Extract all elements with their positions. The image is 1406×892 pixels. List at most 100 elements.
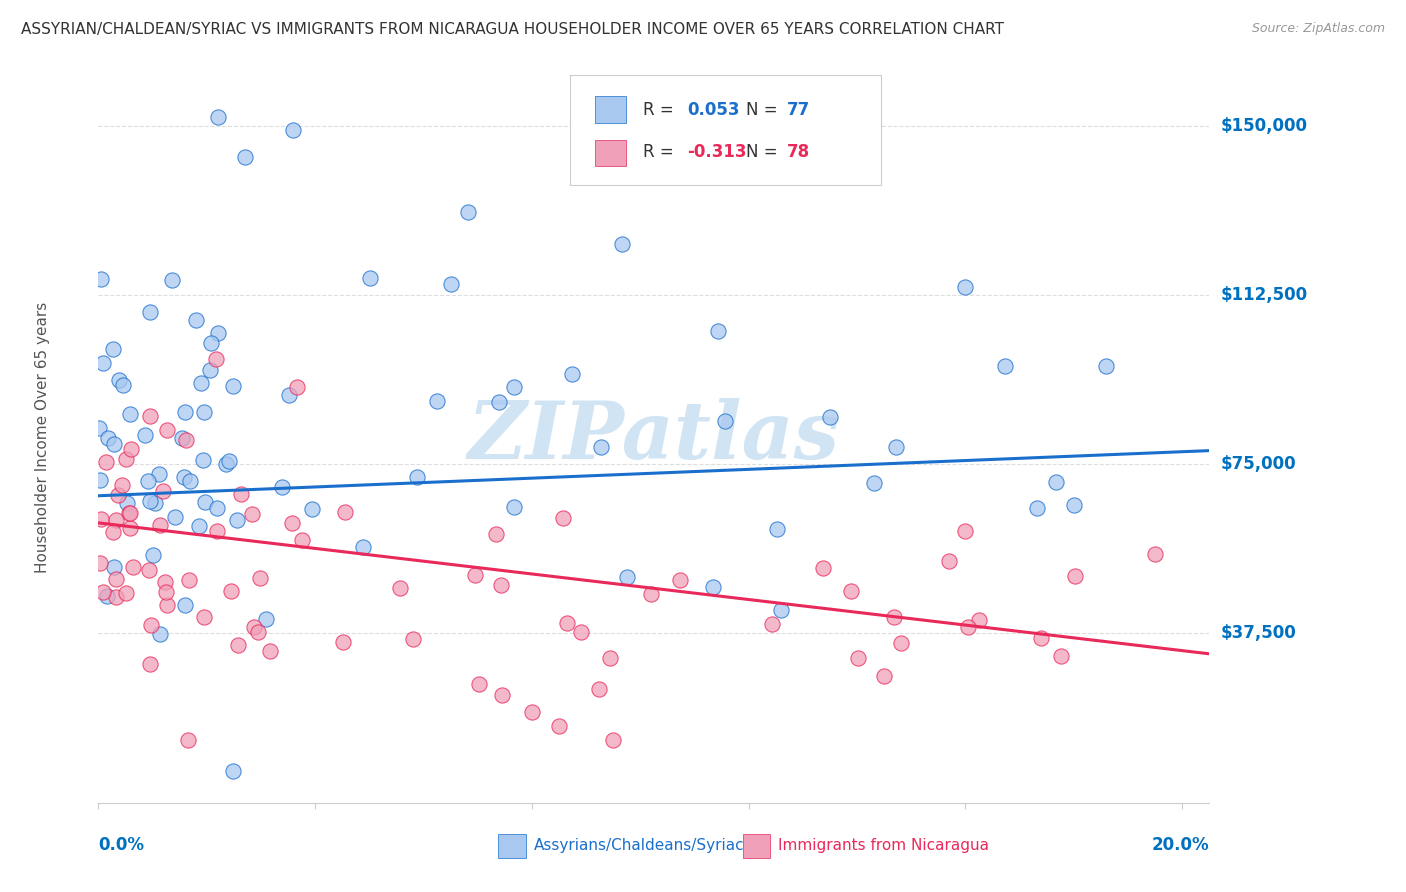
Point <box>249 571 271 585</box>
Point <box>969 613 991 627</box>
Point <box>155 585 177 599</box>
Point <box>174 405 197 419</box>
Point <box>467 677 489 691</box>
Point <box>994 359 1017 373</box>
Point <box>207 110 229 124</box>
Point <box>115 451 138 466</box>
Point <box>883 610 905 624</box>
Point <box>138 562 160 576</box>
Point <box>820 410 842 425</box>
Point <box>90 512 112 526</box>
Point <box>139 409 162 423</box>
Point <box>120 442 142 457</box>
Text: ASSYRIAN/CHALDEAN/SYRIAC VS IMMIGRANTS FROM NICARAGUA HOUSEHOLDER INCOME OVER 65: ASSYRIAN/CHALDEAN/SYRIAC VS IMMIGRANTS F… <box>21 22 1004 37</box>
Point <box>173 598 195 612</box>
Point <box>873 669 896 683</box>
Point <box>938 553 960 567</box>
Point <box>561 367 583 381</box>
Point <box>89 473 111 487</box>
Text: 0.053: 0.053 <box>688 101 740 120</box>
Point <box>761 616 783 631</box>
Point <box>247 624 270 639</box>
Point <box>103 437 125 451</box>
Point <box>173 470 195 484</box>
Point <box>301 501 323 516</box>
Point <box>439 277 461 291</box>
Point <box>406 470 429 484</box>
Text: $112,500: $112,500 <box>1220 285 1308 304</box>
FancyBboxPatch shape <box>595 96 626 122</box>
Point <box>153 574 176 589</box>
Text: Assyrians/Chaldeans/Syriacs: Assyrians/Chaldeans/Syriacs <box>534 838 752 853</box>
Point <box>149 518 172 533</box>
Point <box>401 632 423 646</box>
Point <box>114 586 136 600</box>
Point <box>138 474 160 488</box>
Point <box>588 682 610 697</box>
Point <box>104 590 127 604</box>
Text: 20.0%: 20.0% <box>1152 837 1209 855</box>
Text: R =: R = <box>643 101 679 120</box>
Point <box>553 510 575 524</box>
Point <box>139 657 162 671</box>
Text: -0.313: -0.313 <box>688 143 747 161</box>
Point <box>143 496 166 510</box>
Point <box>152 484 174 499</box>
Point <box>1029 631 1052 645</box>
Point <box>91 585 114 599</box>
Text: $75,000: $75,000 <box>1220 455 1296 473</box>
Point <box>335 505 357 519</box>
Point <box>107 373 129 387</box>
Point <box>953 279 976 293</box>
Point <box>503 380 526 394</box>
Point <box>174 433 197 447</box>
Point <box>120 407 142 421</box>
Point <box>1049 649 1071 664</box>
Point <box>121 560 143 574</box>
Point <box>134 428 156 442</box>
Point <box>243 619 266 633</box>
Text: 0.0%: 0.0% <box>98 837 145 855</box>
Point <box>713 414 735 428</box>
Text: $37,500: $37,500 <box>1220 624 1296 642</box>
Point <box>283 123 305 137</box>
Point <box>281 516 304 531</box>
Point <box>191 452 214 467</box>
Point <box>97 431 120 445</box>
Point <box>228 638 250 652</box>
Point <box>138 494 160 508</box>
Point <box>589 440 612 454</box>
Point <box>103 559 125 574</box>
Point <box>548 719 571 733</box>
Point <box>222 764 245 778</box>
Point <box>205 524 228 538</box>
Point <box>193 610 215 624</box>
Point <box>1143 548 1166 562</box>
Point <box>179 573 201 587</box>
Point <box>226 513 249 527</box>
Point <box>259 643 281 657</box>
Point <box>610 237 633 252</box>
Point <box>207 501 229 516</box>
Point <box>668 573 690 587</box>
Point <box>766 522 789 536</box>
Point <box>187 519 209 533</box>
Point <box>193 405 215 419</box>
Point <box>170 431 193 445</box>
Point <box>707 324 730 338</box>
Bar <box>498 834 526 858</box>
Point <box>118 521 141 535</box>
Point <box>520 706 543 720</box>
Point <box>139 617 162 632</box>
Text: N =: N = <box>747 143 783 161</box>
Point <box>388 581 411 595</box>
Point <box>200 363 222 377</box>
Text: 78: 78 <box>787 143 810 161</box>
Bar <box>742 834 770 858</box>
Point <box>138 305 160 319</box>
Point <box>111 378 134 392</box>
Point <box>120 506 142 520</box>
Point <box>1095 359 1118 374</box>
Point <box>214 458 236 472</box>
Point <box>291 533 314 548</box>
